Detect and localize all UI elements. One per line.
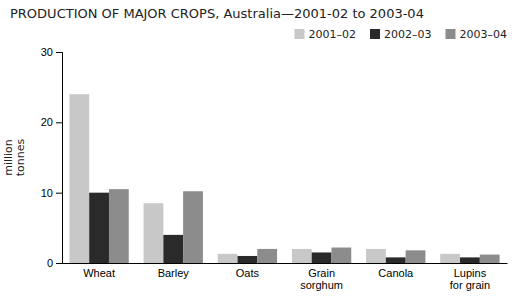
legend-item: 2003–04 [446, 28, 508, 41]
y-tick: 20 [41, 116, 62, 128]
y-tick: 10 [41, 187, 62, 199]
y-axis-label: milliontonnes [2, 138, 27, 176]
bar [480, 255, 500, 263]
y-tick: 30 [41, 46, 62, 58]
x-tick: Barley [158, 267, 190, 279]
bar [460, 257, 480, 263]
legend-label: 2001–02 [309, 28, 357, 41]
y-tick-label: 20 [41, 116, 53, 128]
bars [69, 94, 499, 263]
y-tick-label: 0 [47, 257, 53, 269]
legend-swatch [295, 29, 305, 39]
y-tick: 0 [47, 257, 62, 269]
x-tick: Wheat [83, 267, 115, 279]
y-tick-mark [56, 122, 62, 123]
x-tick: Canola [378, 267, 414, 279]
legend-swatch [446, 29, 456, 39]
legend-item: 2002–03 [370, 28, 432, 41]
x-tick-label: Canola [378, 267, 414, 279]
legend-label: 2003–04 [460, 28, 508, 41]
legend-label: 2002–03 [384, 28, 432, 41]
x-tick-label: Barley [158, 267, 190, 279]
y-tick-label: 30 [41, 46, 53, 58]
bar-series [109, 189, 500, 263]
bar [440, 254, 460, 263]
bar [163, 235, 183, 263]
x-axis-line [63, 263, 508, 264]
bar [386, 257, 406, 263]
legend-swatch [370, 29, 380, 39]
y-tick-label: 10 [41, 187, 53, 199]
x-tick: Grainsorghum [300, 267, 343, 291]
plot-area: 0 10 20 30 Wheat Barley Oats Grainsorghum Canola… [41, 46, 508, 291]
bar [218, 254, 238, 263]
chart: PRODUCTION OF MAJOR CROPS, Australia—200… [0, 0, 521, 301]
bar [238, 256, 258, 263]
y-tick-mark [56, 52, 62, 53]
y-tick-mark [56, 193, 62, 194]
y-axis: 0 10 20 30 [41, 46, 63, 269]
bar [69, 94, 89, 263]
x-tick-label: Lupinsfor grain [450, 267, 490, 291]
x-tick: Lupinsfor grain [450, 267, 490, 291]
y-tick-mark [56, 263, 62, 264]
legend: 2001–02 2002–03 2003–04 [295, 28, 508, 41]
bar [89, 193, 109, 263]
x-tick-label: Grainsorghum [300, 267, 343, 291]
bar [366, 249, 386, 263]
bar-series [89, 193, 480, 263]
bar [292, 249, 312, 263]
x-tick-label: Wheat [83, 267, 115, 279]
legend-item: 2001–02 [295, 28, 357, 41]
bar [331, 248, 351, 263]
bar-series [69, 94, 460, 263]
x-tick: Oats [236, 267, 260, 279]
y-axis-line [56, 53, 63, 264]
bar [183, 191, 203, 263]
bar [257, 249, 277, 263]
x-tick-label: Oats [236, 267, 260, 279]
bar [109, 189, 129, 263]
x-axis: Wheat Barley Oats Grainsorghum Canola Lupinsf… [63, 264, 508, 291]
bar [312, 252, 332, 263]
bar [144, 203, 164, 263]
bar [406, 250, 426, 263]
title: PRODUCTION OF MAJOR CROPS, Australia—200… [10, 6, 424, 21]
